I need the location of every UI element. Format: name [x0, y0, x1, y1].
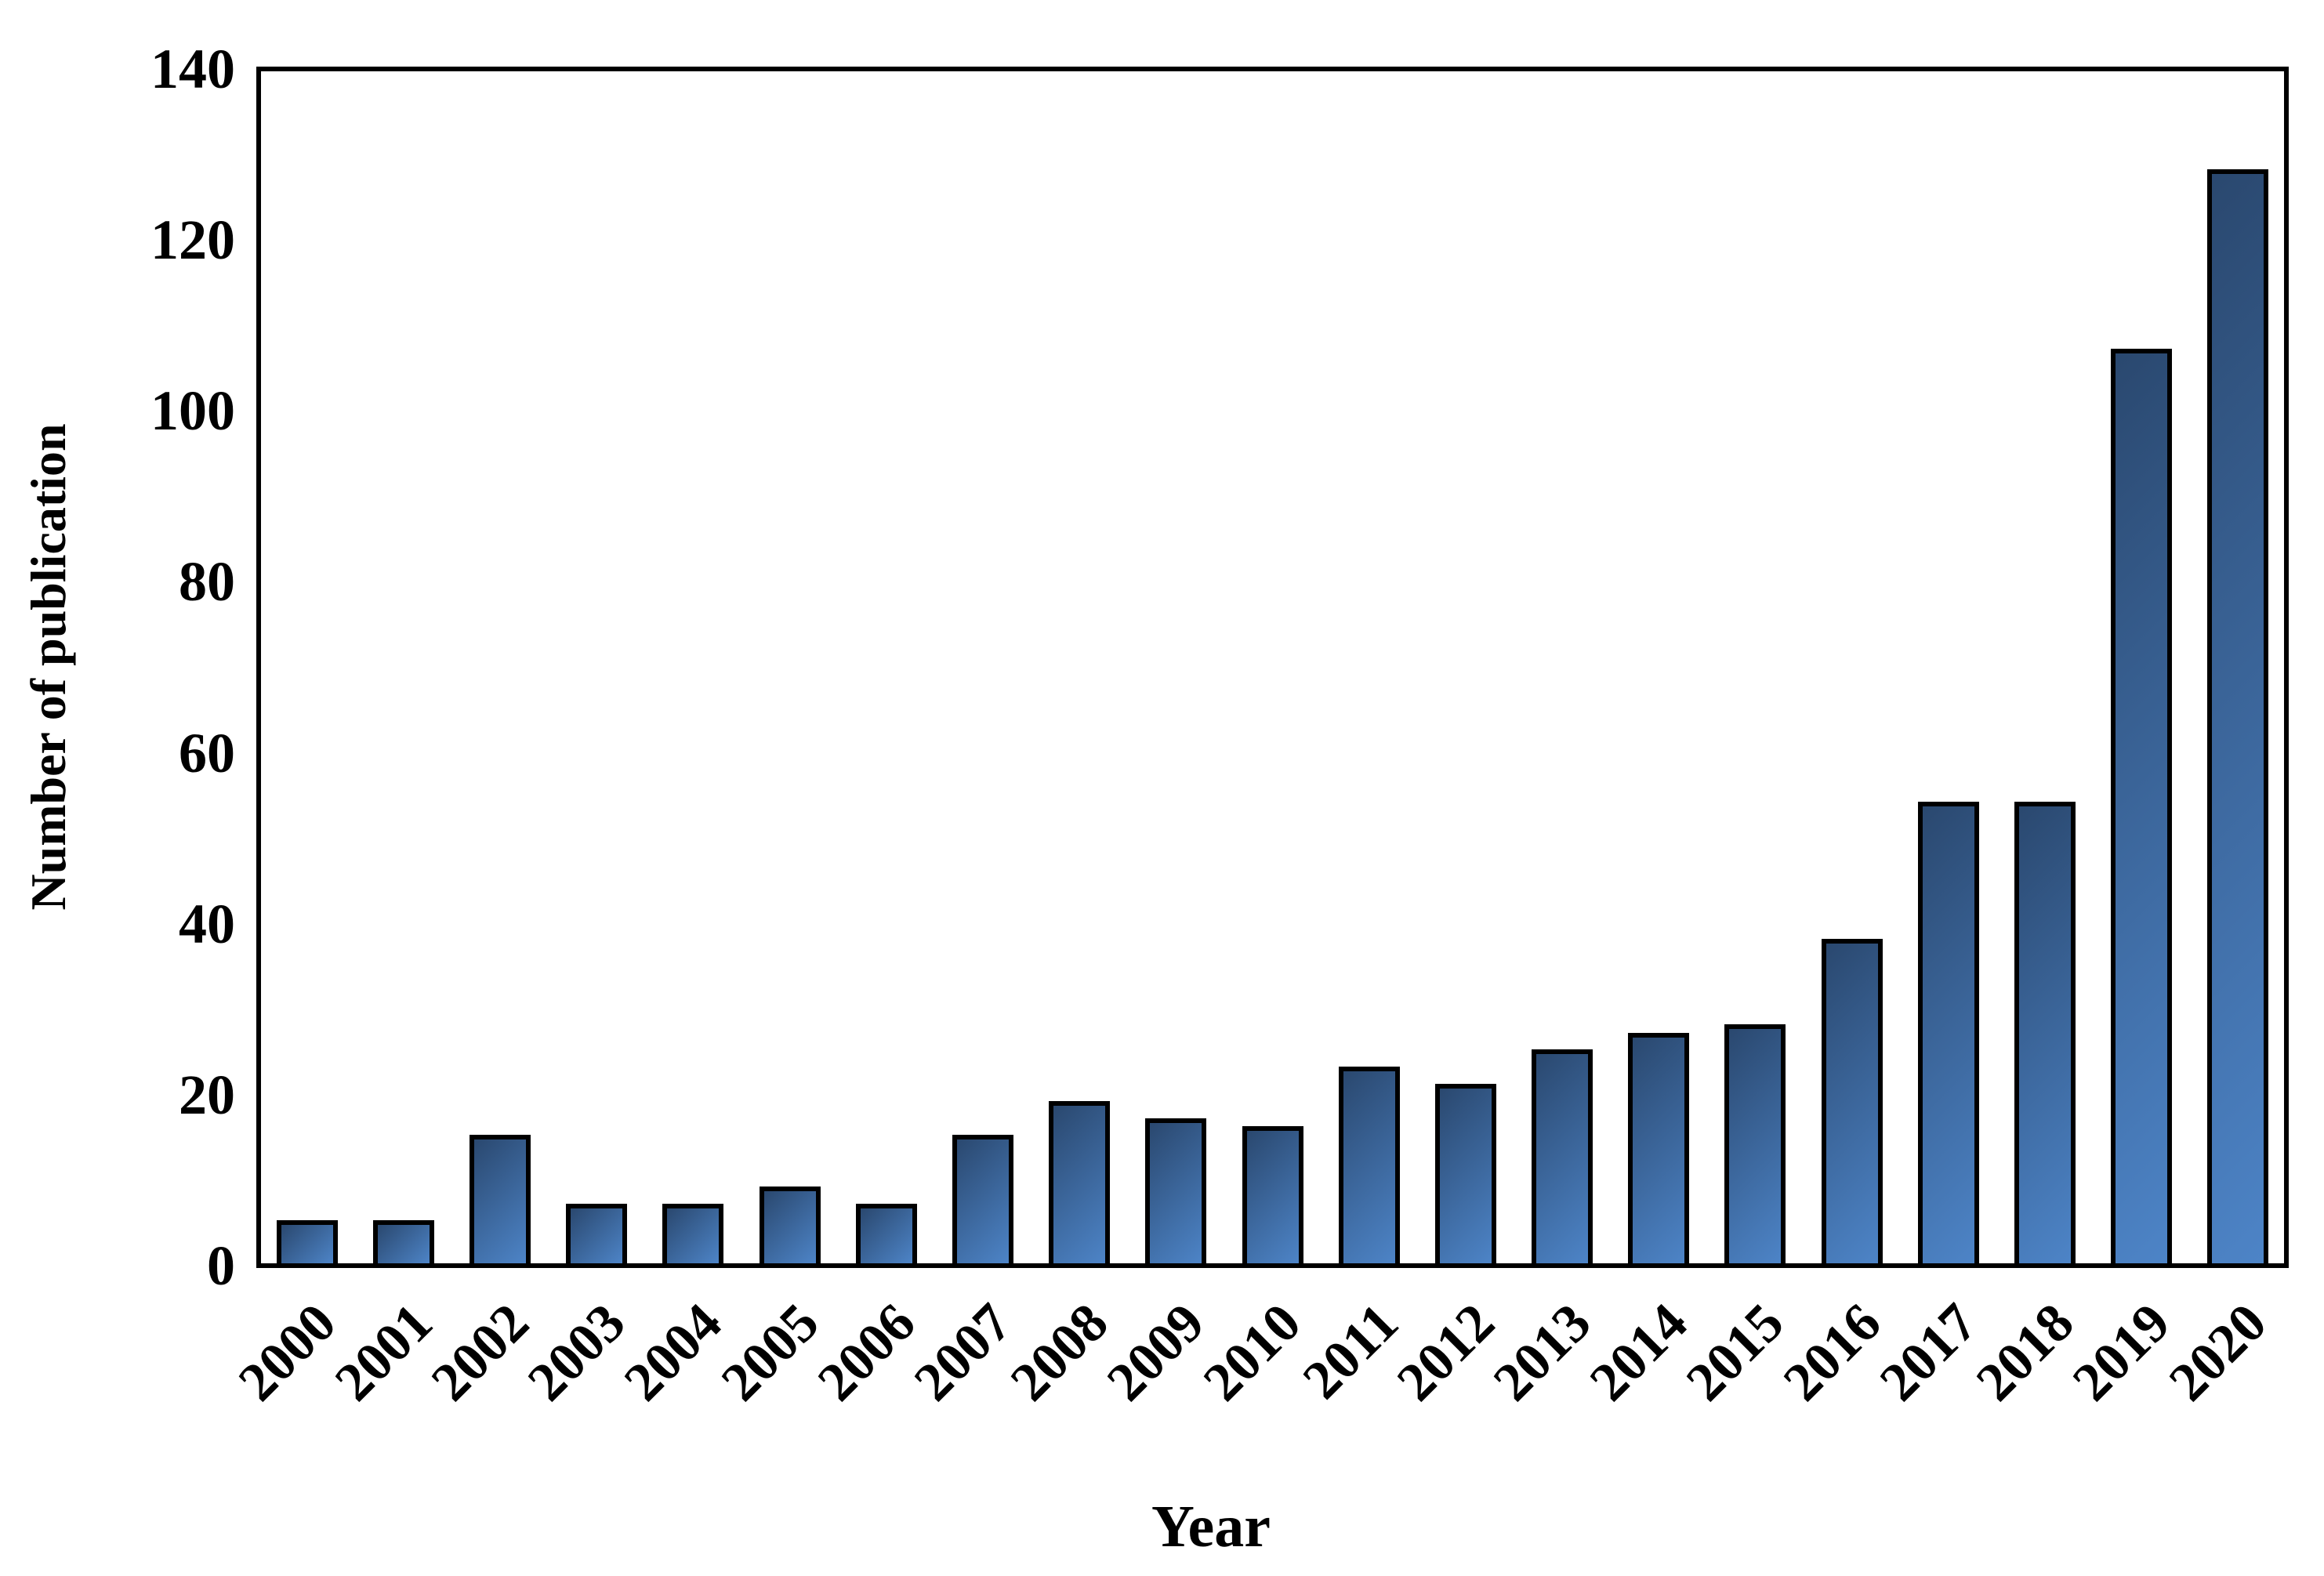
bar-2012 — [1435, 1084, 1496, 1263]
y-axis-title: Number of publication — [20, 423, 76, 911]
x-tick-label-2004: 2004 — [613, 1292, 734, 1413]
y-tick-label-40: 40 — [179, 893, 235, 955]
bar-2002 — [470, 1135, 531, 1263]
x-tick-label-2007: 2007 — [903, 1292, 1024, 1413]
y-tick-label-120: 120 — [150, 208, 235, 271]
x-tick-label-2018: 2018 — [1965, 1292, 2086, 1413]
bar-2019 — [2111, 349, 2172, 1263]
y-tick-label-80: 80 — [179, 550, 235, 613]
x-tick-label-2010: 2010 — [1192, 1292, 1313, 1413]
bar-2017 — [1918, 802, 1979, 1263]
x-tick-label-2008: 2008 — [999, 1292, 1120, 1413]
bar-2008 — [1049, 1101, 1110, 1263]
bar-2000 — [277, 1220, 338, 1263]
x-tick-label-2000: 2000 — [227, 1292, 348, 1413]
x-tick-label-2006: 2006 — [807, 1292, 927, 1413]
x-tick-label-2001: 2001 — [324, 1292, 444, 1413]
bar-2015 — [1724, 1024, 1786, 1263]
x-axis-title: Year — [1151, 1494, 1271, 1560]
plot-area — [256, 67, 2289, 1268]
x-tick-label-2019: 2019 — [2061, 1292, 2182, 1413]
x-tick-label-2015: 2015 — [1675, 1292, 1796, 1413]
bar-2020 — [2207, 169, 2268, 1263]
bar-2005 — [760, 1187, 821, 1263]
bar-2009 — [1145, 1118, 1206, 1263]
y-tick-label-0: 0 — [207, 1234, 235, 1297]
x-tick-label-2013: 2013 — [1482, 1292, 1603, 1413]
bar-2010 — [1242, 1126, 1303, 1263]
bar-2016 — [1822, 939, 1883, 1263]
x-tick-label-2009: 2009 — [1096, 1292, 1216, 1413]
x-tick-label-2012: 2012 — [1386, 1292, 1506, 1413]
bar-2011 — [1339, 1067, 1400, 1263]
bar-2014 — [1628, 1033, 1689, 1263]
x-tick-label-2016: 2016 — [1772, 1292, 1893, 1413]
x-tick-label-2011: 2011 — [1291, 1292, 1410, 1411]
bar-2013 — [1532, 1049, 1593, 1263]
y-tick-label-140: 140 — [150, 38, 235, 100]
x-tick-label-2002: 2002 — [420, 1292, 541, 1413]
bar-2018 — [2014, 802, 2076, 1263]
x-tick-label-2020: 2020 — [2158, 1292, 2279, 1413]
bar-2004 — [662, 1204, 723, 1263]
bar-2007 — [952, 1135, 1013, 1263]
bar-2001 — [373, 1220, 434, 1263]
y-tick-label-20: 20 — [179, 1063, 235, 1126]
x-tick-label-2014: 2014 — [1579, 1292, 1699, 1413]
y-tick-label-100: 100 — [150, 379, 235, 442]
x-tick-label-2003: 2003 — [517, 1292, 637, 1413]
x-tick-label-2005: 2005 — [710, 1292, 831, 1413]
x-tick-label-2017: 2017 — [1869, 1292, 1989, 1413]
x-axis-line — [256, 1263, 2289, 1268]
bar-2006 — [856, 1204, 917, 1263]
bar-2003 — [566, 1204, 627, 1263]
y-tick-label-60: 60 — [179, 722, 235, 784]
